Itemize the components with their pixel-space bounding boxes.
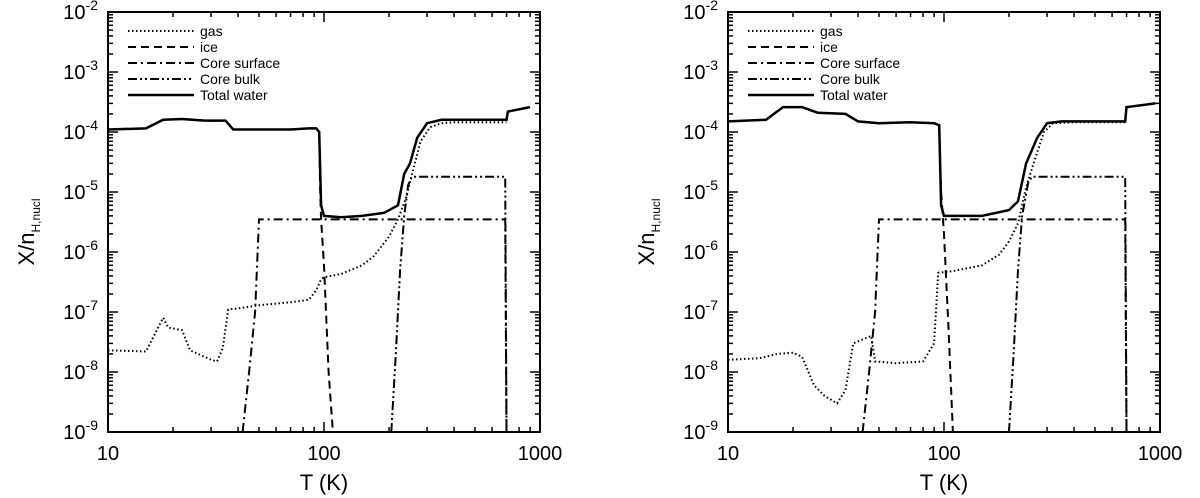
y-tick-label: 10-3: [63, 57, 98, 84]
legend-label: ice: [200, 39, 218, 55]
y-tick-label: 10-7: [683, 297, 718, 324]
y-tick-label: 10-6: [683, 237, 718, 264]
series-line-ice: [728, 106, 954, 432]
series-line-core-bulk: [1008, 175, 1128, 432]
series-line-core-surface: [241, 218, 508, 432]
x-axis-title: T (K): [920, 470, 968, 495]
legend-label: Total water: [820, 87, 888, 103]
chart-panel-2: 10 100 1000 10-9 10-8 10-7 10-6 10-5 10-4 10-3 10-…: [634, 0, 1182, 495]
y-tick-label: 10-7: [63, 297, 98, 324]
y-tick-label: 10-4: [683, 117, 718, 144]
y-tick-label: 10-8: [683, 357, 718, 384]
legend-label: Core surface: [820, 55, 900, 71]
y-tick-label: 10-4: [63, 117, 98, 144]
series-line-core-surface: [861, 218, 1128, 432]
plot-frame: [107, 11, 541, 433]
x-axis-title: T (K): [300, 470, 348, 495]
y-axis-title: X/nH,nucl: [14, 198, 43, 265]
y-tick-label: 10-9: [63, 417, 98, 444]
series-line-gas: [108, 121, 507, 363]
x-tick-label: 100: [307, 443, 340, 465]
legend-label: ice: [820, 39, 838, 55]
y-tick-label: 10-2: [683, 0, 718, 24]
x-tick-label: 10: [717, 443, 739, 465]
x-tick-label: 10: [97, 443, 119, 465]
y-tick-label: 10-6: [63, 237, 98, 264]
chart-panel-1: 10 100 1000 10-9 10-8 10-7 10-6 10-5 10-4 10-3 10-…: [14, 0, 562, 495]
legend-label: Core surface: [200, 55, 280, 71]
x-tick-label: 1000: [518, 443, 563, 465]
legend-label: Core bulk: [820, 71, 881, 87]
series-line-ice: [108, 117, 334, 432]
series-line-core-bulk: [390, 175, 508, 432]
y-tick-label: 10-5: [63, 177, 98, 204]
y-tick-label: 10-5: [683, 177, 718, 204]
series-line-gas: [728, 121, 1127, 405]
series-line-total-water: [108, 105, 531, 219]
x-tick-label: 100: [927, 443, 960, 465]
y-axis-title: X/nH,nucl: [634, 198, 663, 265]
legend-label: gas: [200, 23, 223, 39]
series-line-total-water: [728, 102, 1156, 218]
y-tick-label: 10-9: [683, 417, 718, 444]
legend-label: gas: [820, 23, 843, 39]
x-tick-label: 1000: [1138, 443, 1183, 465]
y-tick-label: 10-3: [683, 57, 718, 84]
y-tick-label: 10-2: [63, 0, 98, 24]
legend-label: Core bulk: [200, 71, 261, 87]
y-tick-label: 10-8: [63, 357, 98, 384]
legend-label: Total water: [200, 87, 268, 103]
